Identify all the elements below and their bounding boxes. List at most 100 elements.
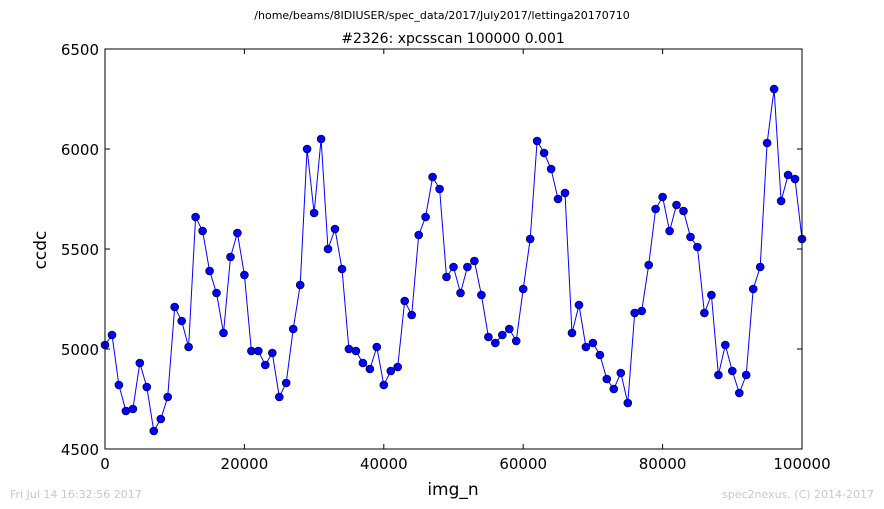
data-point bbox=[421, 212, 430, 222]
data-point bbox=[714, 370, 723, 380]
data-point bbox=[504, 324, 514, 334]
data-point bbox=[212, 288, 221, 298]
data-point bbox=[546, 164, 556, 174]
data-point bbox=[497, 330, 507, 340]
data-point bbox=[407, 310, 417, 320]
x-axis-label: img_n bbox=[427, 480, 478, 500]
data-point bbox=[198, 226, 207, 236]
data-point bbox=[163, 392, 172, 402]
data-point bbox=[191, 212, 200, 222]
data-point bbox=[142, 382, 152, 392]
data-point bbox=[386, 366, 396, 376]
data-point bbox=[337, 264, 347, 274]
data-point bbox=[762, 138, 772, 148]
data-point bbox=[295, 280, 305, 290]
data-point bbox=[518, 284, 528, 294]
data-point bbox=[149, 426, 159, 436]
series-line bbox=[104, 88, 803, 433]
figure-suptitle: /home/beams/8IDIUSER/spec_data/2017/July… bbox=[254, 9, 630, 22]
data-point bbox=[588, 338, 598, 348]
data-point bbox=[665, 226, 674, 236]
data-point bbox=[734, 388, 744, 398]
axis-ticks: 0 20000 40000 60000 80000 100000 4500 5000 5500 6… bbox=[61, 41, 831, 473]
data-point bbox=[477, 290, 486, 300]
data-point bbox=[560, 188, 570, 198]
data-point bbox=[393, 362, 403, 372]
data-point bbox=[414, 230, 424, 240]
data-point bbox=[741, 370, 751, 380]
data-point bbox=[226, 252, 235, 262]
x-tick-label: 100000 bbox=[773, 455, 830, 473]
data-point bbox=[442, 272, 451, 282]
data-point bbox=[281, 378, 291, 388]
y-tick-label: 6500 bbox=[61, 41, 99, 59]
data-point bbox=[177, 316, 186, 326]
data-point bbox=[776, 196, 786, 206]
data-point bbox=[184, 342, 193, 352]
data-point bbox=[107, 330, 117, 340]
data-point bbox=[358, 358, 368, 368]
data-point bbox=[567, 328, 577, 338]
data-point bbox=[128, 404, 138, 414]
x-tick-label: 0 bbox=[100, 455, 110, 473]
data-point bbox=[484, 332, 493, 342]
timestamp-footer: Fri Jul 14 16:32:56 2017 bbox=[10, 488, 142, 501]
data-point bbox=[267, 348, 277, 358]
data-point bbox=[330, 224, 340, 234]
data-point bbox=[574, 300, 584, 310]
data-point bbox=[456, 288, 465, 298]
data-point bbox=[114, 380, 124, 390]
data-point bbox=[170, 302, 179, 312]
data-point bbox=[428, 172, 437, 182]
data-point bbox=[205, 266, 214, 276]
data-point bbox=[616, 368, 626, 378]
data-point bbox=[323, 244, 333, 254]
data-point bbox=[351, 346, 361, 356]
data-point bbox=[240, 270, 249, 280]
y-axis-label: ccdc bbox=[31, 231, 51, 270]
data-point bbox=[651, 204, 660, 214]
x-tick-label: 80000 bbox=[639, 455, 687, 473]
data-point bbox=[707, 290, 716, 300]
data-point bbox=[623, 398, 633, 408]
data-point bbox=[720, 340, 730, 350]
x-tick-label: 20000 bbox=[221, 455, 269, 473]
data-point bbox=[260, 360, 270, 370]
data-point bbox=[288, 324, 298, 334]
data-point bbox=[700, 308, 709, 318]
data-point bbox=[135, 358, 145, 368]
copyright-footer: spec2nexus, (C) 2014-2017 bbox=[722, 488, 874, 501]
data-point bbox=[379, 380, 389, 390]
data-point bbox=[470, 256, 479, 266]
data-point bbox=[727, 366, 737, 376]
data-point bbox=[672, 200, 681, 210]
plot-frame bbox=[104, 48, 803, 450]
data-point bbox=[553, 194, 563, 204]
data-point bbox=[490, 338, 500, 348]
y-tick-label: 6000 bbox=[61, 141, 99, 159]
x-tick-label: 60000 bbox=[499, 455, 547, 473]
data-point bbox=[755, 262, 765, 272]
chart-title: #2326: xpcsscan 100000 0.001 bbox=[341, 31, 565, 47]
data-point bbox=[679, 206, 688, 216]
data-point bbox=[400, 296, 410, 306]
data-point bbox=[525, 234, 535, 244]
data-point bbox=[748, 284, 758, 294]
y-tick-label: 4500 bbox=[61, 441, 99, 459]
y-tick-label: 5500 bbox=[61, 241, 99, 259]
data-point bbox=[693, 242, 702, 252]
data-point bbox=[274, 392, 284, 402]
data-point bbox=[156, 414, 166, 424]
data-point bbox=[463, 262, 472, 272]
data-point bbox=[233, 228, 242, 238]
data-point bbox=[686, 232, 695, 242]
data-point bbox=[581, 342, 591, 352]
data-point bbox=[539, 148, 549, 158]
x-tick-label: 40000 bbox=[360, 455, 408, 473]
data-point bbox=[372, 342, 382, 352]
data-point bbox=[219, 328, 228, 338]
data-point bbox=[790, 174, 800, 184]
data-point bbox=[637, 306, 647, 316]
data-point bbox=[658, 192, 667, 202]
